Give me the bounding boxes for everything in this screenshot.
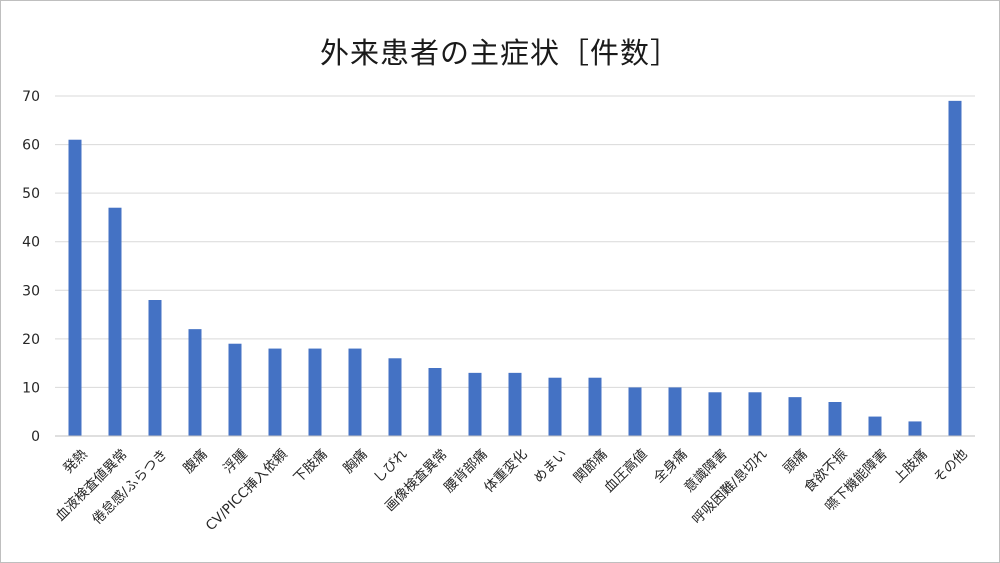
y-tick-label: 60 [22,138,40,154]
y-tick-label: 70 [22,89,40,105]
bar [748,392,762,436]
bar [508,372,522,436]
x-tick-label: 発熱 [60,446,91,477]
bar [268,348,282,436]
bar [428,368,442,436]
bar [628,387,642,436]
x-tick-label: 腰背部痛 [440,446,490,496]
chart-title: 外来患者の主症状［件数］ [319,36,680,70]
bar [908,421,922,436]
bar [388,358,402,436]
y-tick-label: 30 [22,283,40,299]
bar [348,348,362,436]
gridlines [55,95,975,388]
bar [948,100,962,436]
bar [828,402,842,436]
bar [708,392,722,436]
bar [108,207,122,436]
bar [148,300,162,436]
y-tick-label: 40 [22,235,40,251]
y-tick-label: 0 [31,429,40,445]
x-tick-label: その他 [931,446,971,486]
x-tick-label: 腹痛 [179,446,210,477]
bar [588,377,602,436]
y-tick-label: 50 [22,186,40,202]
x-tick-label: 上肢痛 [890,446,931,487]
x-tick-label: 浮腫 [220,446,250,476]
bar [668,387,682,436]
bar [228,343,242,436]
x-tick-label: 胸痛 [339,446,370,477]
bar [868,416,882,436]
x-tick-label: めまい [531,446,571,486]
bars [68,100,962,436]
x-tick-label: 血圧高値 [600,446,650,496]
bar [68,139,82,436]
x-tick-label: 体重変化 [480,446,530,496]
y-tick-label: 20 [22,332,40,348]
bar [468,372,482,436]
x-tick-label: 頭痛 [779,446,810,477]
bar [188,329,202,436]
bar [788,397,802,436]
bar [548,377,562,436]
y-tick-label: 10 [22,380,40,396]
x-tick-label: 下肢痛 [290,446,331,487]
bar [308,348,322,436]
y-tick-labels: 0 10 20 30 40 50 60 70 [22,89,40,445]
